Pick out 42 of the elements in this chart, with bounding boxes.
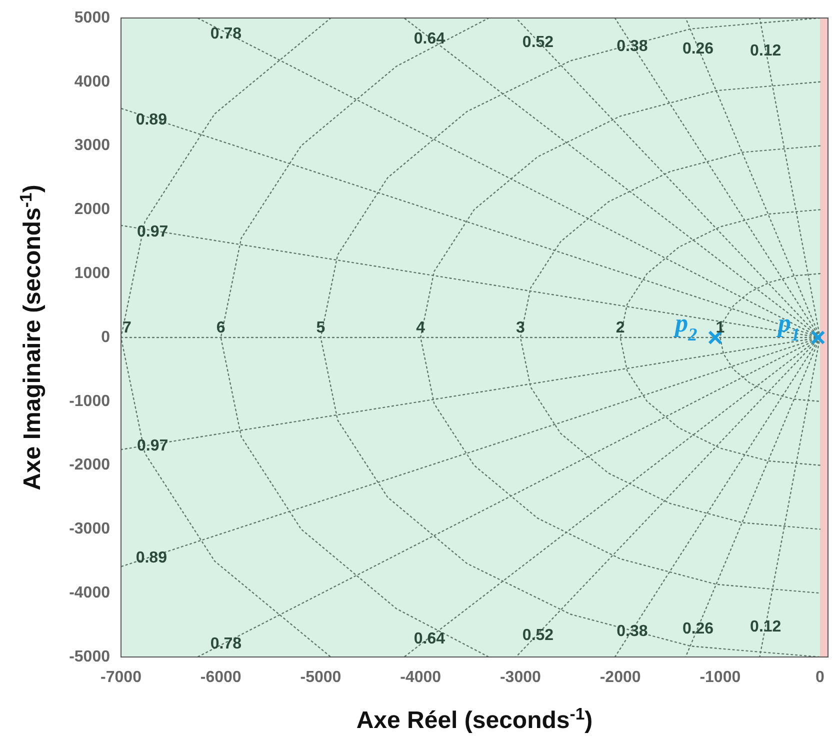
x-tick-label: -2000 — [600, 669, 641, 686]
y-tick-label: -2000 — [69, 456, 110, 474]
series-label: 1 — [716, 320, 725, 336]
x-tick-label: -5000 — [300, 669, 342, 686]
series-label: 0.38 — [616, 623, 648, 640]
series-label: 0.64 — [414, 30, 446, 48]
y-tick-label: 0 — [101, 328, 110, 346]
x-tick-label: -7000 — [100, 669, 142, 686]
series-label: 2 — [616, 320, 625, 336]
series-label: 0.26 — [682, 40, 714, 58]
y-tick-label: -1000 — [69, 392, 110, 410]
series-label: 0.12 — [750, 42, 782, 60]
y-tick-label: 5000 — [74, 9, 110, 26]
x-tick-label: 0 — [816, 669, 825, 686]
y-tick-label: -5000 — [69, 648, 110, 666]
y-axis-title: Axe Imaginaire (seconds-1) — [16, 184, 46, 490]
series-label: 7 — [122, 320, 132, 336]
series-label: 5 — [316, 320, 326, 336]
series-label: 0.89 — [136, 550, 168, 567]
series-label: 0.78 — [210, 635, 242, 652]
x-tick-label: -3000 — [500, 669, 541, 686]
series-label: 0.52 — [522, 626, 554, 644]
series-label: 0.12 — [750, 618, 782, 636]
series-label: 0.64 — [414, 630, 446, 648]
y-tick-label: 2000 — [74, 201, 110, 218]
series-label: 0.38 — [616, 38, 648, 55]
series-label: 0.78 — [210, 26, 242, 43]
series-label: 0.52 — [522, 34, 554, 52]
x-tick-label: -4000 — [400, 669, 442, 686]
y-tick-label: 3000 — [74, 137, 110, 154]
x-tick-label: -6000 — [200, 669, 242, 686]
series-label: 6 — [216, 320, 226, 336]
series-label: 0.26 — [682, 620, 714, 638]
y-tick-label: -3000 — [69, 520, 110, 538]
y-tick-label: 1000 — [74, 265, 110, 282]
series-label: 4 — [416, 320, 426, 336]
series-label: 3 — [516, 320, 525, 336]
series-label: 0.97 — [137, 438, 168, 455]
y-tick-label: -4000 — [69, 584, 110, 602]
series-label: 0.89 — [136, 111, 168, 128]
y-tick-label: 4000 — [74, 73, 110, 90]
x-tick-label: -1000 — [700, 669, 741, 686]
